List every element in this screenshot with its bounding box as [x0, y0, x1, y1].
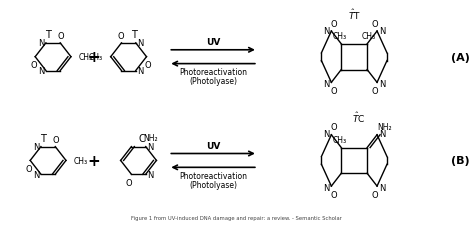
Text: CH₃: CH₃ [332, 32, 346, 41]
Text: N: N [33, 143, 39, 151]
Text: O: O [58, 32, 64, 41]
Text: N: N [38, 67, 44, 76]
Text: (Photolyase): (Photolyase) [189, 76, 237, 86]
Text: O: O [125, 178, 132, 187]
Text: CH₃: CH₃ [74, 156, 88, 165]
Text: (B): (B) [451, 156, 470, 166]
Text: $\hat{T}$T: $\hat{T}$T [348, 7, 361, 21]
Text: O: O [117, 32, 124, 41]
Text: N: N [323, 130, 329, 139]
Text: NH₂: NH₂ [378, 123, 392, 132]
Text: CH₃: CH₃ [332, 136, 346, 145]
Text: T: T [131, 30, 137, 40]
Text: CH₃: CH₃ [362, 32, 376, 41]
Text: UV: UV [206, 141, 220, 151]
Text: T: T [45, 30, 51, 40]
Text: Photoreactivation: Photoreactivation [179, 68, 247, 77]
Text: NH₂: NH₂ [143, 134, 158, 143]
Text: O: O [31, 61, 37, 70]
Text: C: C [139, 133, 146, 143]
Text: N: N [137, 67, 144, 76]
Text: N: N [33, 170, 39, 179]
Text: N: N [147, 170, 154, 179]
Text: N: N [137, 39, 144, 48]
Text: O: O [26, 164, 33, 173]
Text: N: N [323, 79, 329, 89]
Text: O: O [372, 20, 378, 28]
Text: N: N [147, 143, 154, 151]
Text: N: N [323, 26, 329, 35]
Text: N: N [38, 39, 44, 48]
Text: N: N [379, 130, 385, 139]
Text: CH₃: CH₃ [89, 53, 103, 62]
Text: O: O [372, 190, 378, 199]
Text: UV: UV [206, 38, 220, 47]
Text: N: N [323, 183, 329, 192]
Text: O: O [372, 86, 378, 95]
Text: $\hat{T}$C: $\hat{T}$C [352, 110, 365, 125]
Text: O: O [330, 123, 337, 132]
Text: CH₃: CH₃ [79, 53, 93, 62]
Text: (Photolyase): (Photolyase) [189, 180, 237, 189]
Text: T: T [40, 133, 46, 143]
Text: O: O [330, 86, 337, 95]
Text: N: N [379, 79, 385, 89]
Text: N: N [379, 26, 385, 35]
Text: Photoreactivation: Photoreactivation [179, 171, 247, 180]
Text: O: O [330, 190, 337, 199]
Text: O: O [53, 136, 60, 145]
Text: Figure 1 from UV-induced DNA damage and repair: a review. - Semantic Scholar: Figure 1 from UV-induced DNA damage and … [131, 215, 342, 220]
Text: O: O [144, 61, 151, 70]
Text: +: + [87, 50, 100, 65]
Text: N: N [379, 183, 385, 192]
Text: +: + [87, 153, 100, 168]
Text: (A): (A) [451, 52, 470, 62]
Text: O: O [330, 20, 337, 28]
